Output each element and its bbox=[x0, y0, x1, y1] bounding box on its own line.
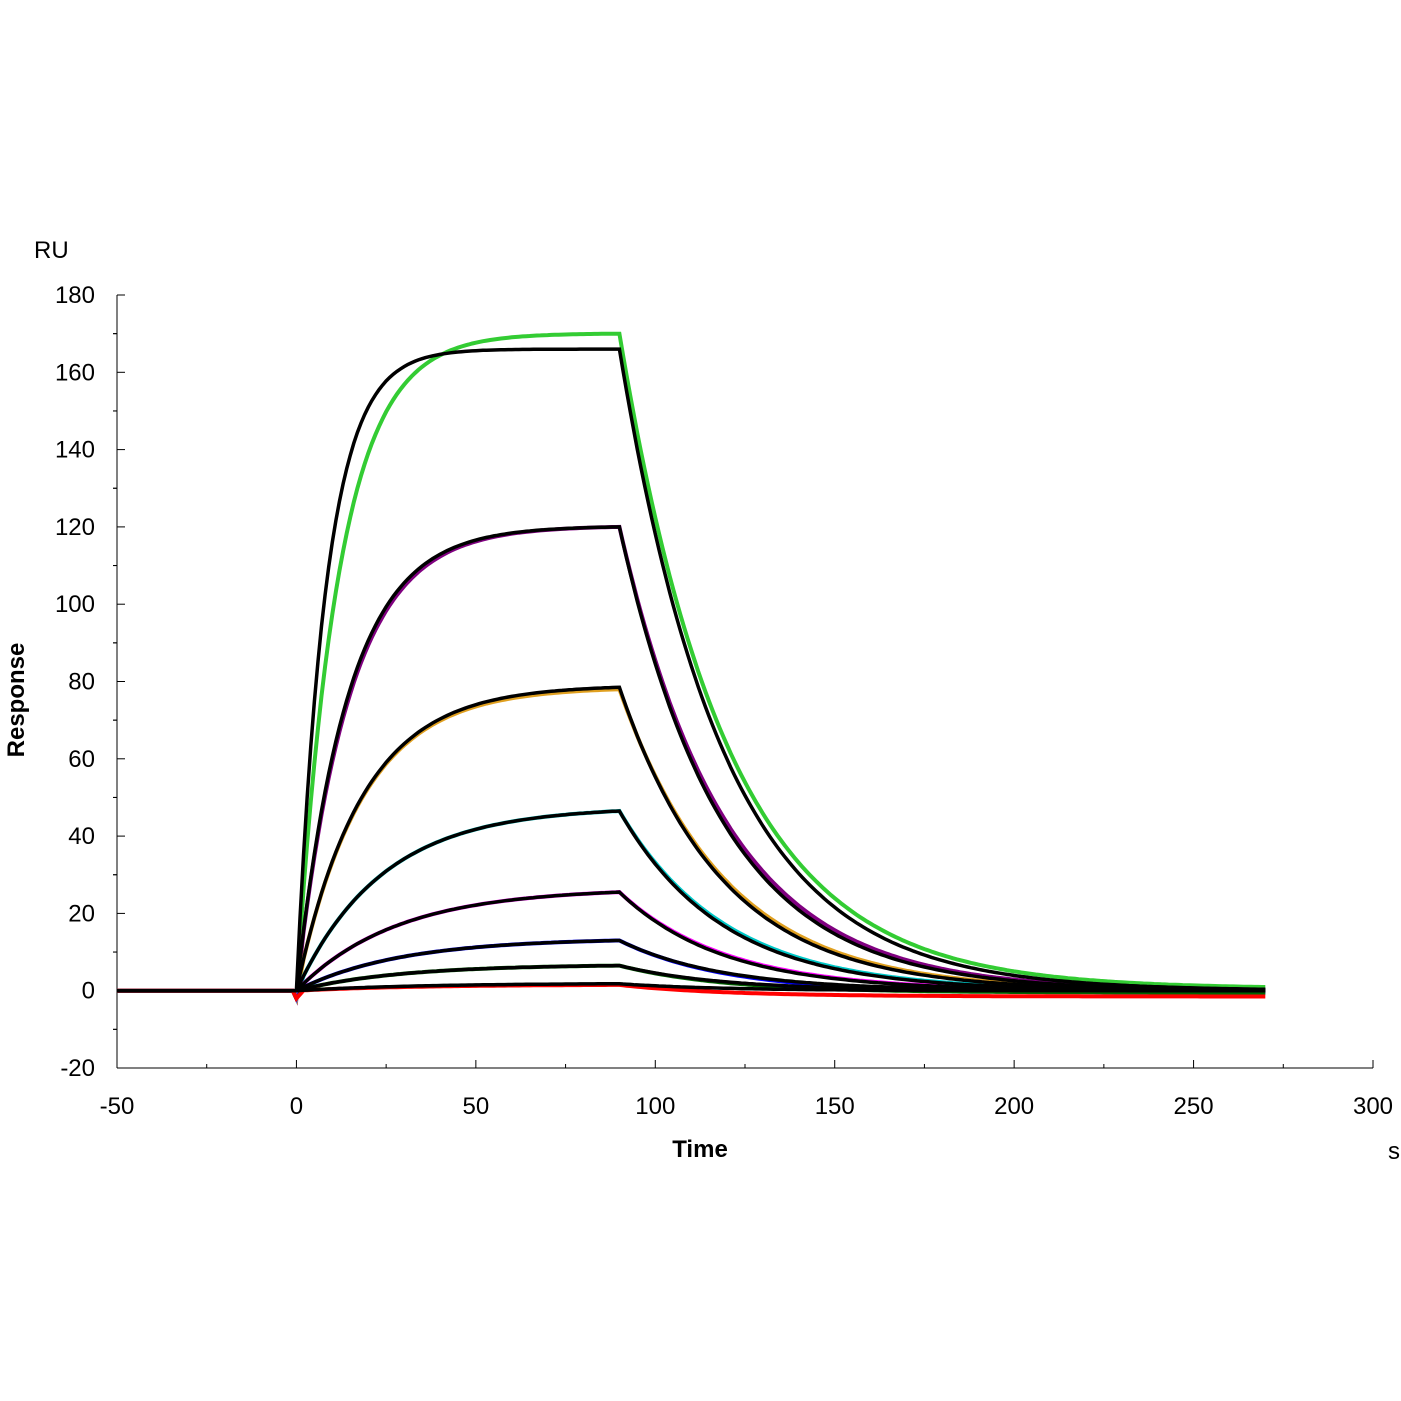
fit-curve-curve-1 bbox=[117, 347, 1266, 993]
x-tick-label: -50 bbox=[100, 1093, 135, 1120]
x-tick-label: 250 bbox=[1174, 1093, 1214, 1120]
y-tick-label: 160 bbox=[55, 359, 95, 386]
x-tick-label: 50 bbox=[463, 1093, 490, 1120]
x-tick-label: 200 bbox=[994, 1093, 1034, 1120]
x-tick-label: 300 bbox=[1353, 1093, 1393, 1120]
y-tick-label: 40 bbox=[68, 823, 95, 850]
data-curve-curve-1 bbox=[117, 331, 1266, 1000]
axes: -20 0 20 40 60 80 100 120 140 160 180 -50 0 50 100 150 2… bbox=[55, 282, 1393, 1120]
fit-curve-curve-3 bbox=[117, 685, 1266, 993]
fit-curve-curve-5 bbox=[117, 890, 1266, 993]
y-tick-label: 20 bbox=[68, 900, 95, 927]
y-tick-label: 80 bbox=[68, 669, 95, 696]
y-tick-label: -20 bbox=[60, 1055, 95, 1082]
y-tick-label: 60 bbox=[68, 746, 95, 773]
y-unit-label: RU bbox=[34, 237, 69, 264]
fit-curve-curve-8 bbox=[117, 981, 1266, 993]
y-tick-label: 120 bbox=[55, 514, 95, 541]
x-unit-label: s bbox=[1388, 1138, 1400, 1165]
y-tick-label: 140 bbox=[55, 437, 95, 464]
y-tick-label: 100 bbox=[55, 591, 95, 618]
fit-curve-curve-2 bbox=[117, 525, 1266, 993]
x-tick-label: 150 bbox=[815, 1093, 855, 1120]
y-tick-label: 0 bbox=[82, 978, 95, 1005]
x-tick-label: 0 bbox=[290, 1093, 303, 1120]
y-tick-label: 180 bbox=[55, 282, 95, 309]
y-axis-label: Response bbox=[3, 643, 30, 758]
curves bbox=[117, 331, 1266, 1006]
data-curve-curve-3 bbox=[117, 687, 1266, 1005]
x-tick-label: 100 bbox=[635, 1093, 675, 1120]
x-axis-label: Time bbox=[672, 1136, 728, 1163]
